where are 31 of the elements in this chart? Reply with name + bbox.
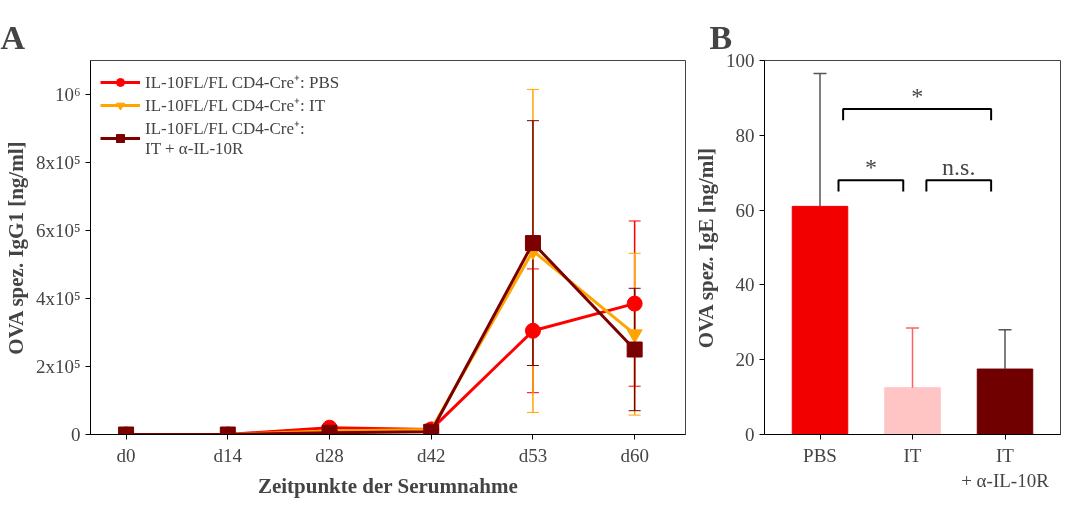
x-tick-label: d14: [213, 444, 243, 466]
chart-title: A: [0, 18, 26, 56]
y-tick-label: 100: [726, 50, 755, 71]
y-tick-label: 80: [735, 124, 755, 146]
y-tick-label: 40: [735, 274, 755, 296]
x-tick-label: IT + α-IL-10R: [961, 444, 1050, 491]
y-tick-label: 0: [71, 424, 81, 445]
x-tick-label: d28: [315, 444, 344, 466]
y-tick-label: 2x10⁵: [35, 356, 81, 377]
y-tick-label: 10⁶: [54, 84, 81, 105]
y-tick-label: 6x10⁵: [35, 220, 81, 241]
legend-label: IL-10FL/FL CD4-Cre⁺: IT: [145, 95, 326, 116]
x-tick-label: d42: [416, 444, 446, 466]
x-tick-label: d53: [518, 444, 548, 466]
x-tick-label: IT: [903, 444, 922, 466]
x-tick-label: d0: [116, 444, 136, 466]
annotation: *: [911, 83, 924, 110]
legend-label: IL-10FL/FL CD4-Cre⁺: PBS: [145, 72, 340, 93]
annotation: *: [864, 154, 877, 181]
y-tick-label: 4x10⁵: [35, 288, 81, 309]
x-tick-label: d60: [620, 444, 649, 466]
x-axis-title: Zeitpunkte der Serumnahme: [257, 473, 518, 498]
y-axis-title: OVA spez. IgG1 [ng/ml]: [3, 141, 28, 355]
legend-label: IL-10FL/FL CD4-Cre⁺: IT + α-IL-10R: [145, 118, 305, 159]
y-tick-label: 20: [735, 349, 755, 371]
y-axis-title: OVA spez. IgE [ng/ml]: [694, 147, 718, 349]
x-tick-label: PBS: [803, 444, 837, 466]
y-tick-label: 8x10⁵: [35, 152, 81, 173]
y-tick-label: 0: [745, 424, 755, 445]
y-tick-label: 60: [735, 199, 755, 221]
annotation: n.s.: [942, 154, 976, 181]
